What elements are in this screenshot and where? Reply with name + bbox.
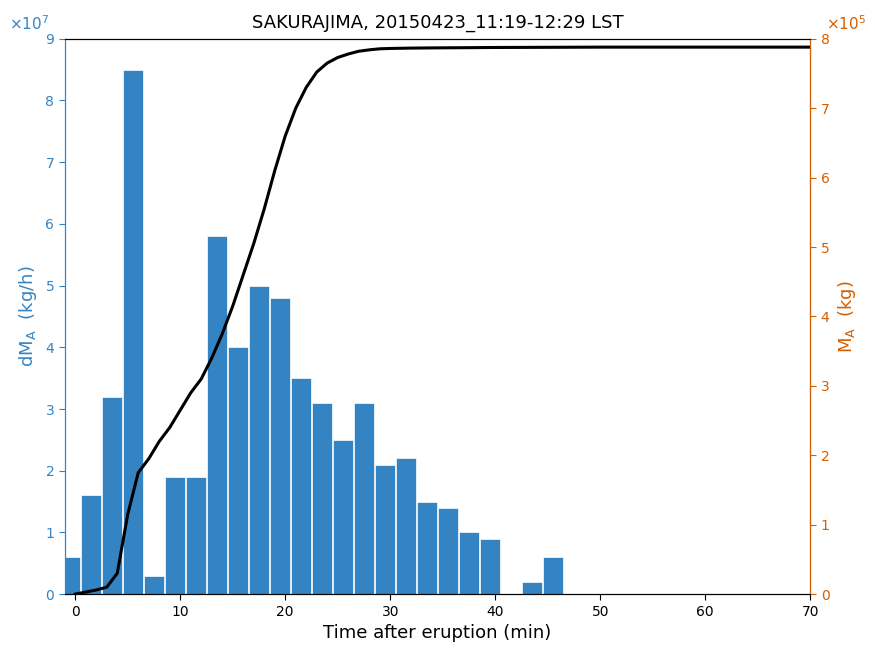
Bar [459, 533, 479, 594]
Y-axis label: $\rm{dM_A}$  (kg/h): $\rm{dM_A}$ (kg/h) [17, 266, 38, 367]
Bar [60, 557, 80, 594]
Bar [522, 582, 542, 594]
Bar [543, 557, 563, 594]
Y-axis label: $\rm{M_A}$  (kg): $\rm{M_A}$ (kg) [836, 280, 858, 353]
Bar [354, 403, 374, 594]
Bar [396, 459, 416, 594]
Bar [207, 236, 227, 594]
Bar [333, 440, 353, 594]
Bar [249, 285, 269, 594]
Bar [102, 397, 122, 594]
Bar [228, 347, 248, 594]
Bar [144, 575, 164, 594]
Text: $\times 10^7$: $\times 10^7$ [9, 14, 49, 33]
Bar [312, 403, 332, 594]
Bar [375, 464, 395, 594]
Text: $\times 10^5$: $\times 10^5$ [826, 14, 866, 33]
Bar [291, 378, 311, 594]
Bar [480, 539, 500, 594]
X-axis label: Time after eruption (min): Time after eruption (min) [324, 624, 551, 642]
Bar [123, 70, 143, 594]
Bar [186, 477, 206, 594]
Bar [438, 508, 458, 594]
Bar [81, 495, 101, 594]
Bar [270, 298, 290, 594]
Bar [417, 502, 437, 594]
Bar [165, 477, 185, 594]
Title: SAKURAJIMA, 20150423_11:19-12:29 LST: SAKURAJIMA, 20150423_11:19-12:29 LST [252, 14, 623, 32]
